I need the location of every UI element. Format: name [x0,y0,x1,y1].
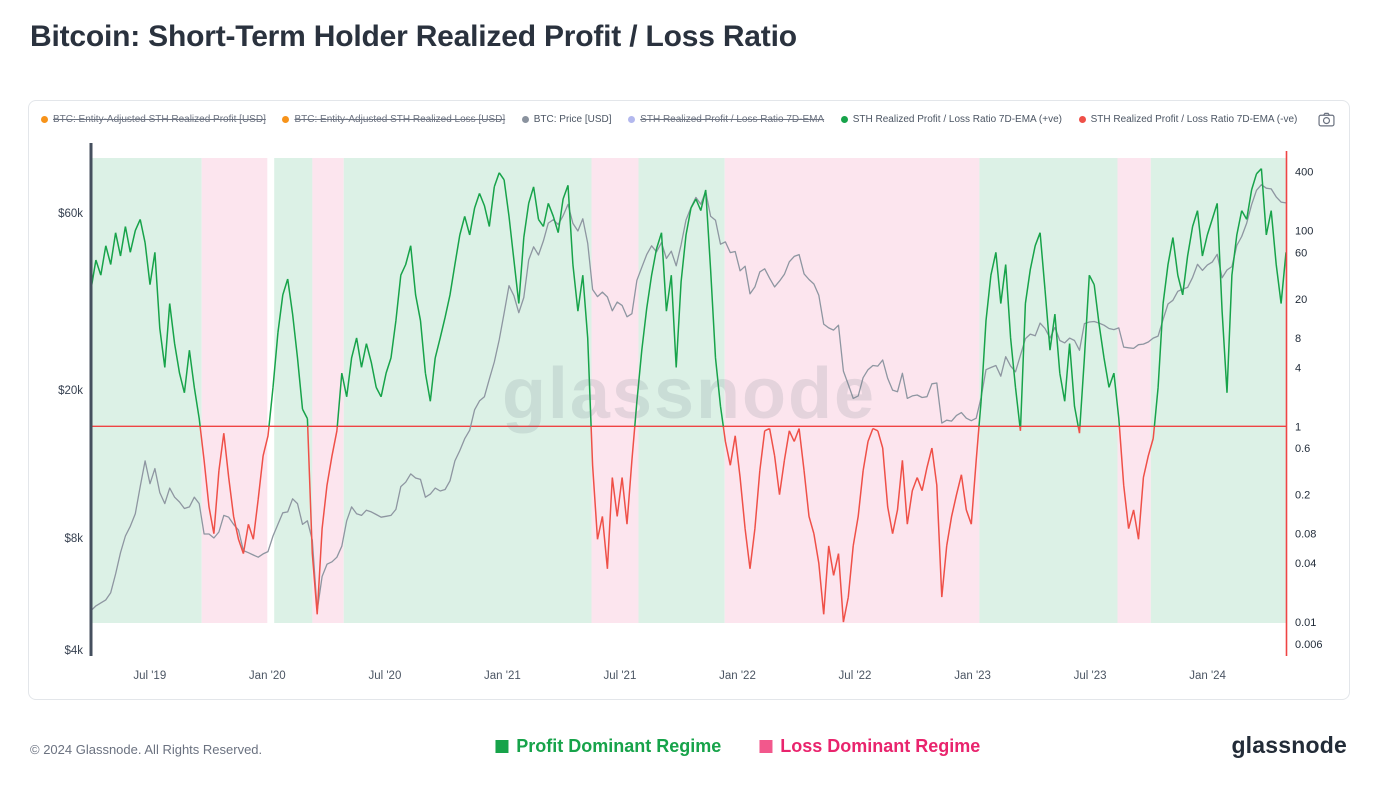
x-axis-tick-label: Jul '23 [1074,670,1107,682]
right-axis-tick-label: 0.04 [1295,558,1316,570]
x-axis-tick-label: Jan '21 [484,670,521,682]
legend-item[interactable]: STH Realized Profit / Loss Ratio 7D-EMA … [1078,113,1298,125]
loss-regime-band [1117,158,1151,623]
profit-regime-band [274,158,313,623]
profit-regime-legend: Profit Dominant Regime [495,736,721,757]
legend-item-label: STH Realized Profit / Loss Ratio 7D-EMA … [852,113,1062,125]
right-axis-tick-label: 100 [1295,226,1313,238]
left-axis-tick-label: $20k [58,385,83,397]
x-axis-tick-label: Jul '22 [839,670,872,682]
right-axis-tick-label: 0.006 [1295,639,1323,651]
loss-regime-band [591,158,639,623]
chart-plot[interactable]: $60k $20k $8k $4k 400 100 60 20 8 4 1 0.6 0.2 0.08 0.0… [29,101,1349,699]
legend-item-label: BTC: Price [USD] [533,113,612,125]
glassnode-logo: glassnode [1231,732,1347,758]
regime-legend: Profit Dominant Regime Loss Dominant Reg… [495,736,980,757]
right-axis-tick-label: 0.2 [1295,490,1310,502]
loss-regime-label: Loss Dominant Regime [780,736,981,756]
camera-icon[interactable] [1314,110,1339,129]
loss-regime-band [724,158,980,623]
legend-dot-icon [521,116,529,123]
left-axis-tick-label: $60k [58,208,83,220]
profit-regime-label: Profit Dominant Regime [516,736,722,756]
profit-regime-band [979,158,1118,623]
loss-regime-swatch [759,740,773,753]
right-axis-tick-label: 60 [1295,247,1307,259]
chart-legend: BTC: Entity-Adjusted STH Realized Profit… [41,110,1339,129]
ratio-line-negative [199,426,1156,623]
legend-dot-icon [282,116,290,123]
left-axis-tick-label: $4k [64,645,83,657]
x-axis-tick-label: Jul '21 [603,670,636,682]
right-axis-tick-label: 8 [1295,333,1301,345]
right-axis-tick-label: 0.08 [1295,529,1316,541]
right-axis-tick-label: 400 [1295,167,1313,179]
x-axis-tick-label: Jan '24 [1189,670,1226,682]
legend-item[interactable]: STH Realized Profit / Loss Ratio 7D-EMA [628,113,825,125]
x-axis-tick-label: Jan '23 [954,670,991,682]
loss-regime-legend: Loss Dominant Regime [759,736,980,757]
copyright-text: © 2024 Glassnode. All Rights Reserved. [30,742,263,757]
profit-regime-band [638,158,725,623]
right-axis-tick-label: 20 [1295,294,1307,306]
legend-dot-icon [41,116,48,123]
legend-item-label: BTC: Entity-Adjusted STH Realized Loss [… [294,113,506,125]
loss-regime-band [201,158,268,623]
x-axis-tick-label: Jul '19 [133,670,166,682]
left-axis-tick-label: $8k [64,533,83,545]
x-axis-tick-label: Jul '20 [368,670,401,682]
legend-item[interactable]: BTC: Entity-Adjusted STH Realized Profit… [41,113,266,125]
profit-regime-swatch [495,740,509,753]
ratio-line-positive [90,168,1287,427]
right-axis-tick-label: 0.01 [1295,617,1316,629]
legend-item[interactable]: STH Realized Profit / Loss Ratio 7D-EMA … [840,113,1062,125]
legend-item-label: STH Realized Profit / Loss Ratio 7D-EMA [640,113,825,125]
page-title: Bitcoin: Short-Term Holder Realized Prof… [30,20,797,53]
legend-item[interactable]: BTC: Entity-Adjusted STH Realized Loss [… [282,113,506,125]
x-axis-tick-label: Jan '20 [249,670,286,682]
x-axis-tick-label: Jan '22 [719,670,756,682]
legend-dot-icon [1078,116,1086,123]
loss-regime-band [312,158,344,623]
right-axis-tick-label: 1 [1295,421,1301,433]
legend-item-label: BTC: Entity-Adjusted STH Realized Profit… [53,113,266,125]
right-axis-tick-label: 4 [1295,362,1301,374]
profit-regime-band [343,158,592,623]
chart-card: BTC: Entity-Adjusted STH Realized Profit… [28,100,1350,700]
legend-dot-icon [840,116,848,123]
legend-item-label: STH Realized Profit / Loss Ratio 7D-EMA … [1090,113,1298,125]
legend-dot-icon [628,116,636,123]
legend-item[interactable]: BTC: Price [USD] [521,113,612,125]
right-axis-tick-label: 0.6 [1295,443,1310,455]
